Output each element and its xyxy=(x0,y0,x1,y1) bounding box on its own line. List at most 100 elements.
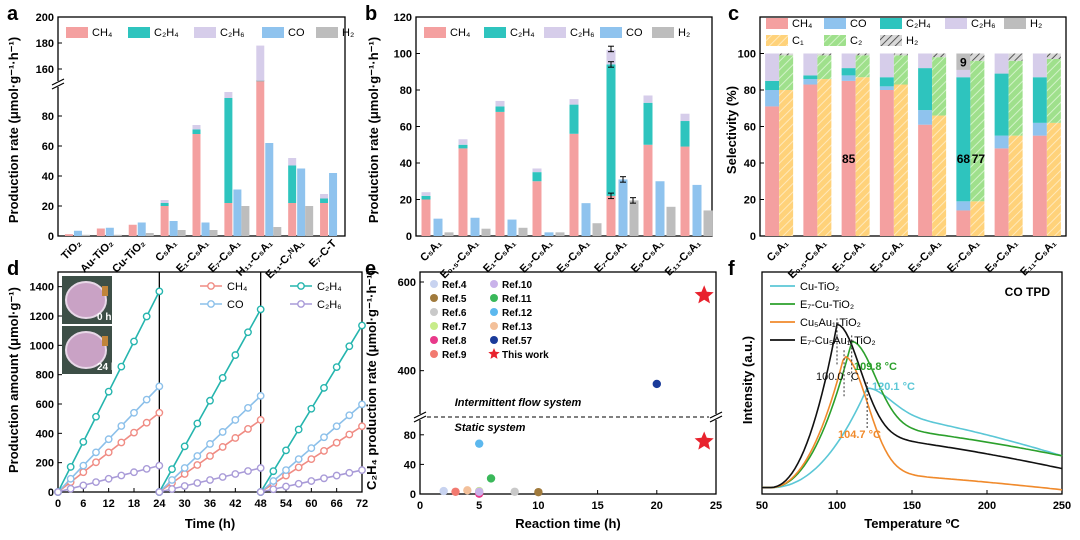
x-tick-label: 54 xyxy=(280,498,293,510)
panel-a-category-label: C₅A₁ xyxy=(153,237,180,264)
bar-carbon-C₂ xyxy=(893,55,908,85)
point-Ref.6 xyxy=(510,487,519,496)
panel-e-legend-label: Ref.57 xyxy=(502,336,532,347)
panel-c-legend-2-swatch xyxy=(880,18,902,29)
panel-a-legend-0-swatch xyxy=(66,27,88,38)
bar-selectivity-CO xyxy=(879,86,894,90)
bar-selectivity-C₂H₄ xyxy=(765,80,780,90)
panel-a-legend-2-swatch xyxy=(194,27,216,38)
bar-carbon-C₂ xyxy=(779,55,794,90)
panel-d-y-axis-label: Production amount (μmol·g⁻¹) xyxy=(6,287,21,473)
panel-b-category-label: E₅-C₅A₁ xyxy=(555,237,593,275)
bar-H₂ xyxy=(481,228,491,236)
x-tick-label: 25 xyxy=(710,500,722,512)
bar-H₂ xyxy=(629,200,639,236)
series-point-CH₄ xyxy=(256,416,265,424)
y-tick-label: 200 xyxy=(36,458,54,470)
bar-selectivity-C₂H₆ xyxy=(956,69,971,78)
series-point-C₂H₆ xyxy=(142,464,151,473)
bar-CH₄ xyxy=(64,234,73,236)
bar-CH₄ xyxy=(96,228,105,236)
bar-CH₄ xyxy=(643,144,653,236)
series-point-CH₄ xyxy=(231,434,240,442)
label-intermittent-flow: Intermittent flow system xyxy=(455,397,582,409)
bar-carbon-H₂ xyxy=(855,53,870,56)
panel-e-x-axis-label: Reaction time (h) xyxy=(515,516,620,531)
panel-b-category-label: E₇-C₅A₁ xyxy=(592,237,630,275)
series-point-CH₄ xyxy=(244,425,252,433)
bar-CH₄ xyxy=(256,80,265,236)
bar-carbon-H₂ xyxy=(970,53,985,61)
bar-carbon-C₁ xyxy=(817,79,832,236)
bar-carbon-H₂ xyxy=(817,53,832,56)
panel-e-legend-marker xyxy=(430,350,438,358)
bar-C₂H₄ xyxy=(680,121,690,147)
series-point-C₂H₆ xyxy=(231,470,240,478)
point-Ref.57 xyxy=(652,379,661,389)
series-point-CO xyxy=(142,395,151,404)
series-point-C₂H₆ xyxy=(345,468,354,477)
panel-c-category-label: E₁-C₅A₁ xyxy=(830,237,868,275)
panel-c-legend-5-swatch xyxy=(766,35,788,46)
panel-c-legend-1-swatch xyxy=(824,18,846,29)
y-tick-label: 40 xyxy=(42,171,54,183)
y-tick-label: 400 xyxy=(36,428,54,440)
series-point-C₂H₆ xyxy=(218,473,227,481)
series-point-C₂H₆ xyxy=(193,479,202,487)
panel-f-legend-label: Cu-TiO₂ xyxy=(800,281,839,293)
series-point-C₂H₆ xyxy=(155,461,164,470)
y-tick-label: 80 xyxy=(404,430,416,442)
series-point-C₂H₄ xyxy=(320,384,328,392)
axis-break-gap xyxy=(51,81,65,87)
panel-b-legend-2-label: C₂H₆ xyxy=(570,27,595,39)
bar-CO xyxy=(297,168,306,236)
bar-selectivity-CH₄ xyxy=(956,210,971,236)
series-point-C₂H₆ xyxy=(92,478,100,486)
series-point-CO xyxy=(269,477,278,485)
panel-e-legend-label: Ref.6 xyxy=(442,308,467,319)
point-Ref.11 xyxy=(486,474,496,483)
panel-b-legend-1-label: C₂H₄ xyxy=(510,27,535,39)
panel-b-legend-3-swatch xyxy=(600,27,622,38)
bar-selectivity-CH₄ xyxy=(765,106,780,236)
series-point-C₂H₄ xyxy=(206,396,214,405)
panel-b-legend-1-swatch xyxy=(484,27,506,38)
bar-CO xyxy=(618,179,628,236)
panel-e-legend-marker xyxy=(490,336,498,344)
x-tick-label: 72 xyxy=(356,498,368,510)
y-tick-label: 0 xyxy=(406,231,412,243)
bar-C₂H₆ xyxy=(643,95,653,103)
bar-H₂ xyxy=(666,206,676,236)
tpd-curve-E₇-Cu₅Au₁-TiO₂ xyxy=(762,323,1063,489)
point-this-work xyxy=(694,431,714,450)
series-point-C₂H₄ xyxy=(66,463,75,471)
x-tick-label: 66 xyxy=(331,498,343,510)
bar-C₂H₆ xyxy=(256,45,265,81)
bar-CO xyxy=(233,189,242,236)
panel-b-legend-2-swatch xyxy=(544,27,566,38)
series-point-C₂H₄ xyxy=(269,467,278,476)
series-point-CH₄ xyxy=(104,448,113,457)
bar-C₂H₄ xyxy=(192,129,201,134)
series-point-CH₄ xyxy=(294,463,303,472)
panel-b-legend-4-label: H₂ xyxy=(678,27,690,39)
bar-H₂ xyxy=(305,206,314,236)
bar-selectivity-C₂H₆ xyxy=(841,53,856,69)
panel-letter-e: e xyxy=(365,258,376,280)
y-tick-label: 40 xyxy=(744,158,756,170)
series-point-C₂H₆ xyxy=(155,488,164,496)
panel-b-legend-0-swatch xyxy=(424,27,446,38)
series-point-CO xyxy=(117,422,126,430)
panel-b-category-label: E₉-C₅A₁ xyxy=(629,237,667,275)
panel-c-category-label: C₅A₁ xyxy=(765,237,792,264)
bar-C₂H₆ xyxy=(288,158,297,166)
y-tick-label: 0 xyxy=(48,231,54,243)
bar-C₂H₄ xyxy=(224,98,233,203)
series-point-CO xyxy=(244,404,252,412)
point-Ref.5 xyxy=(534,487,543,497)
panel-d-legend-label: CH₄ xyxy=(227,281,248,293)
y-tick-label: 400 xyxy=(398,366,416,378)
series-point-C₂H₆ xyxy=(244,467,252,475)
series-point-CH₄ xyxy=(79,468,88,477)
y-tick-label: 120 xyxy=(394,12,412,24)
